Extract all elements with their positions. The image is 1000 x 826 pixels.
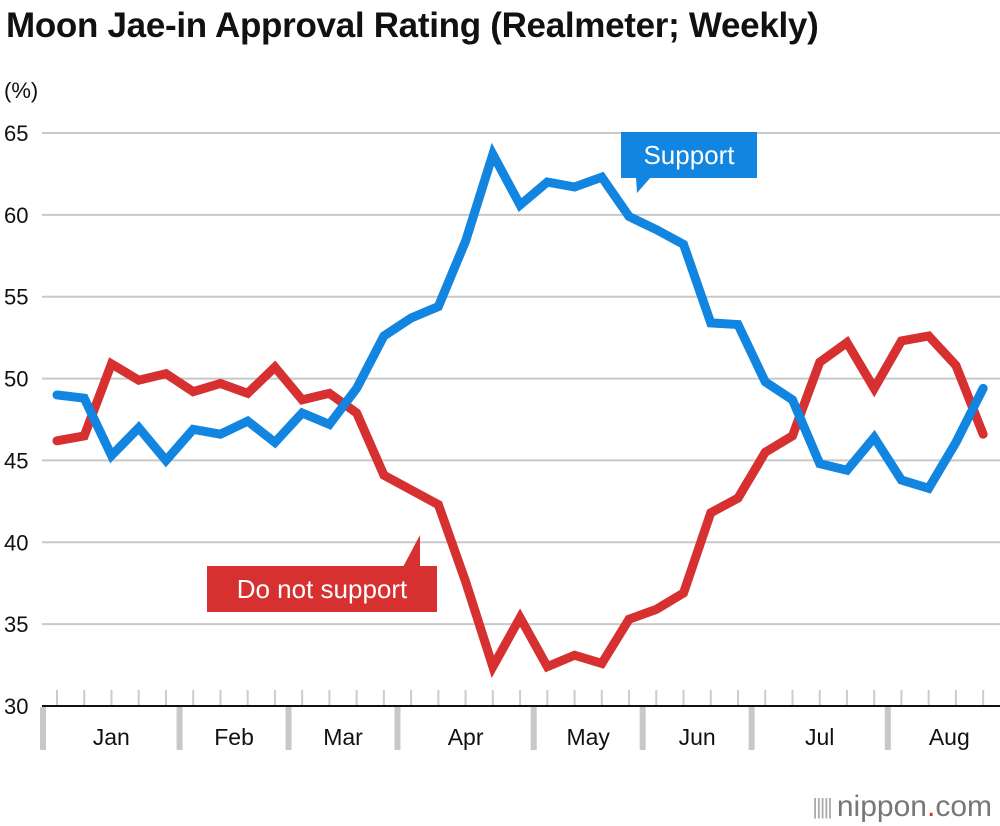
- support-line: [52, 142, 988, 494]
- label-pointer: [403, 535, 420, 567]
- month-label: Mar: [323, 724, 363, 750]
- y-tick-label: 40: [4, 530, 28, 555]
- y-tick-label: 65: [4, 121, 28, 146]
- label-box: [207, 566, 437, 612]
- do-not-support-label: Do not support: [207, 535, 437, 612]
- month-separator: [40, 707, 46, 750]
- y-tick-label: 35: [4, 612, 28, 637]
- month-label: Jul: [805, 724, 834, 750]
- month-label: Jan: [93, 724, 130, 750]
- chart-title: Moon Jae-in Approval Rating (Realmeter; …: [6, 6, 819, 45]
- nippon-logo: ||||| nippon.com: [812, 790, 992, 823]
- month-label: Aug: [929, 724, 970, 750]
- do-not-support-line: [52, 331, 988, 678]
- label-text: Support: [643, 140, 735, 170]
- y-axis-unit: (%): [4, 78, 39, 103]
- month-label: Apr: [448, 724, 484, 750]
- label-text: Do not support: [237, 574, 408, 604]
- month-separator: [176, 707, 183, 750]
- month-separator: [884, 707, 891, 750]
- support-label: Support: [621, 132, 757, 193]
- y-tick-label: 60: [4, 203, 28, 228]
- month-separator: [394, 707, 401, 750]
- month-separator: [639, 707, 646, 750]
- month-separator: [530, 707, 537, 750]
- y-tick-label: 50: [4, 367, 28, 392]
- month-separator: [748, 707, 755, 750]
- month-separator: [285, 707, 292, 750]
- month-label: Feb: [214, 724, 254, 750]
- month-label: Jun: [679, 724, 716, 750]
- label-box: [621, 132, 757, 178]
- y-tick-label: 55: [4, 285, 28, 310]
- y-tick-label: 30: [4, 694, 28, 719]
- logo-mark-icon: |||||: [812, 794, 833, 819]
- month-label: May: [566, 724, 610, 750]
- label-pointer: [636, 177, 651, 193]
- y-tick-label: 45: [4, 448, 28, 473]
